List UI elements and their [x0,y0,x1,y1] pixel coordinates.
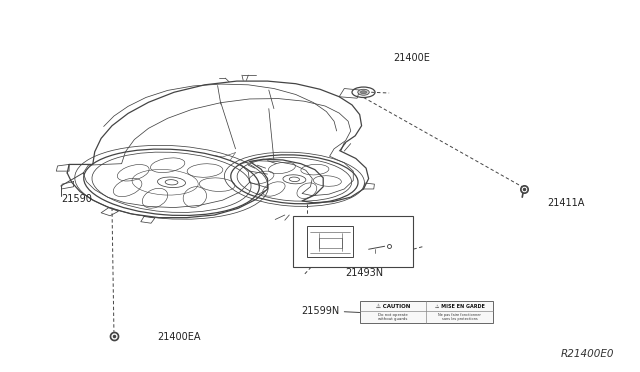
Text: Ne pas faire fonctionner
sans les protections: Ne pas faire fonctionner sans les protec… [438,312,481,321]
Bar [360,301,493,323]
Text: ⚠ CAUTION: ⚠ CAUTION [376,304,410,308]
Text: 21493N: 21493N [346,269,384,278]
Text: 21400E: 21400E [394,53,431,62]
Text: ⚠ MISE EN GARDE: ⚠ MISE EN GARDE [435,304,484,308]
Text: R21400E0: R21400E0 [561,349,614,359]
Ellipse shape [165,180,178,185]
Text: Do not operate
without guards: Do not operate without guards [378,312,408,321]
Bar [293,216,413,267]
Bar [319,238,342,247]
Text: 21400EA: 21400EA [157,332,200,341]
Ellipse shape [360,91,367,94]
Ellipse shape [289,177,300,182]
Text: 21411A: 21411A [547,198,584,208]
Bar [307,226,353,257]
Ellipse shape [358,89,369,95]
Text: 21590: 21590 [61,194,92,204]
Text: 21599N: 21599N [301,306,339,315]
